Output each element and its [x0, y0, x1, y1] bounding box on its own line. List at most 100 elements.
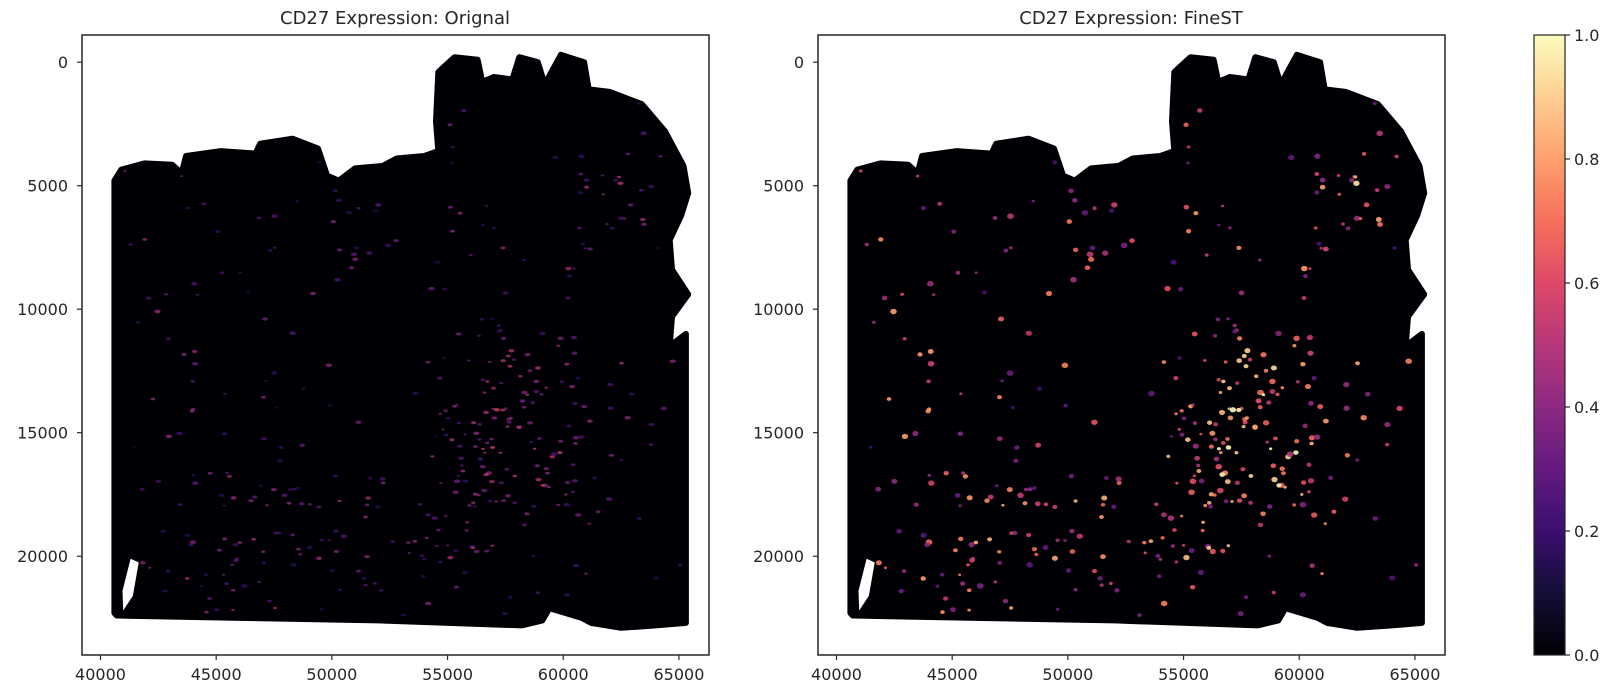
expression-spot — [525, 393, 530, 396]
expression-spot — [290, 533, 296, 537]
expression-spot — [233, 558, 239, 562]
expression-spot — [1306, 462, 1312, 467]
expression-spot — [483, 410, 489, 415]
expression-spot — [556, 503, 561, 507]
expression-spot — [150, 397, 156, 401]
expression-spot — [332, 474, 338, 478]
colorbar-ticks: 0.0 0.2 0.4 0.6 0.8 1.0 — [1565, 26, 1599, 665]
expression-spot — [230, 496, 237, 500]
expression-spot — [295, 547, 302, 551]
expression-spot — [896, 528, 902, 534]
y-tick-label: 5000 — [763, 177, 804, 196]
expression-spot — [928, 480, 935, 486]
expression-spot — [484, 205, 489, 207]
colorbar-tick-label: 0.6 — [1574, 274, 1599, 293]
expression-spot — [1299, 501, 1307, 508]
expression-spot — [1174, 560, 1179, 564]
expression-spot — [961, 471, 966, 475]
expression-spot — [222, 537, 228, 541]
expression-spot — [583, 178, 590, 182]
expression-spot — [1195, 463, 1201, 468]
expression-spot — [1225, 445, 1232, 450]
expression-spot — [1172, 528, 1177, 532]
expression-spot — [658, 155, 663, 158]
expression-spot — [277, 459, 283, 463]
expression-spot — [648, 184, 655, 189]
expression-spot — [966, 563, 970, 567]
expression-spot — [1031, 199, 1035, 203]
expression-spot — [1374, 188, 1380, 193]
expression-spot — [425, 601, 432, 606]
expression-spots — [122, 102, 683, 617]
expression-spot — [487, 360, 492, 364]
expression-spot — [1099, 514, 1104, 520]
expression-spot — [1319, 246, 1323, 250]
expression-spot — [607, 382, 614, 387]
expression-spot — [466, 359, 471, 362]
expression-spot — [1002, 598, 1009, 604]
expression-spot — [629, 392, 635, 396]
expression-spot — [278, 446, 284, 450]
expression-spot — [480, 447, 485, 450]
expression-spot — [471, 501, 476, 505]
expression-spot — [886, 397, 892, 401]
expression-spot — [1216, 487, 1224, 494]
x-axis-ticks: 40000 45000 50000 55000 60000 65000 — [811, 655, 1440, 684]
expression-spot — [566, 424, 572, 428]
expression-spot — [1009, 606, 1014, 610]
expression-spot — [533, 389, 540, 394]
expression-spot — [605, 222, 609, 226]
expression-spot — [1170, 544, 1175, 548]
expression-spot — [557, 451, 563, 455]
expression-spot — [1225, 437, 1230, 441]
expression-spot — [271, 214, 278, 218]
expression-spot — [1043, 502, 1049, 507]
tissue-gap — [122, 558, 139, 611]
expression-spot — [336, 198, 342, 202]
expression-spot — [477, 438, 482, 441]
expression-spot — [565, 296, 571, 300]
expression-spot — [428, 286, 435, 291]
expression-spot — [577, 435, 585, 439]
expression-spot — [1396, 405, 1403, 412]
expression-spot — [925, 408, 931, 414]
expression-spot — [996, 436, 1003, 442]
expression-spot — [1353, 175, 1358, 179]
expression-spot — [189, 409, 195, 413]
expression-spot — [619, 458, 624, 462]
expression-spot — [916, 174, 920, 178]
expression-spot — [472, 492, 478, 496]
expression-spot — [501, 612, 508, 616]
expression-spot — [492, 226, 496, 229]
expression-spot — [476, 334, 482, 337]
expression-spot — [265, 504, 269, 507]
expression-spot — [1255, 398, 1262, 404]
expression-spot — [648, 443, 654, 446]
expression-spot — [1065, 568, 1072, 573]
expression-spot — [257, 580, 262, 583]
expression-spot — [917, 352, 923, 357]
expression-spot — [1389, 575, 1396, 581]
expression-spot — [558, 439, 564, 443]
expression-spot — [1292, 503, 1297, 507]
expression-spot — [1322, 246, 1329, 252]
expression-spot — [1191, 403, 1195, 407]
y-tick-label: 0 — [794, 53, 804, 72]
expression-spot — [184, 206, 190, 210]
expression-spot — [1207, 420, 1213, 425]
colorbar-tick-label: 0.2 — [1574, 522, 1599, 541]
expression-spot — [1006, 487, 1013, 493]
expression-spot — [641, 222, 647, 226]
colorbar: 0.0 0.2 0.4 0.6 0.8 1.0 — [1533, 26, 1599, 665]
expression-spot — [547, 486, 551, 489]
x-tick-label: 40000 — [811, 665, 862, 684]
colorbar-gradient — [1533, 34, 1566, 656]
expression-spot — [500, 499, 507, 503]
expression-spot — [480, 224, 485, 226]
expression-spot — [531, 505, 537, 508]
expression-spot — [1111, 504, 1117, 509]
expression-spot — [967, 608, 971, 612]
expression-spot — [261, 561, 267, 565]
expression-spot — [499, 381, 504, 385]
expression-spot — [1181, 544, 1186, 547]
